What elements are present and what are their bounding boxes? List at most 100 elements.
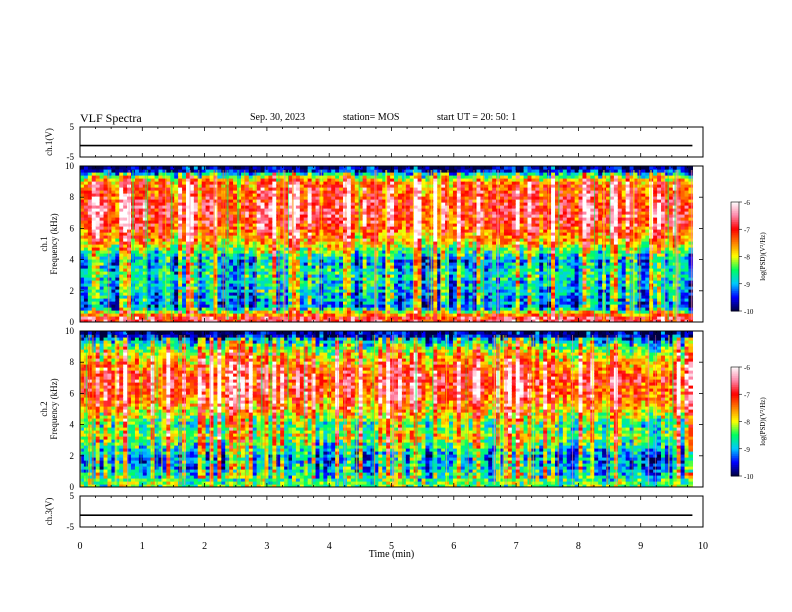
spectrogram-cell <box>213 187 218 191</box>
spectrogram-cell <box>217 253 222 257</box>
spectrogram-cell <box>437 280 442 284</box>
spectrogram-cell <box>103 178 109 182</box>
spectrogram-cell <box>193 271 199 275</box>
spectrogram-cell <box>295 238 301 242</box>
spectrogram-cell <box>150 274 156 278</box>
spectrogram-cell <box>445 283 450 287</box>
spectrogram-cell <box>103 247 109 251</box>
spectrogram-cell <box>193 286 199 290</box>
spectrogram-cell <box>268 283 273 287</box>
spectrogram-cell <box>268 319 273 322</box>
spectrogram-cell <box>272 226 277 230</box>
spectrogram-cell <box>233 238 238 242</box>
spectrogram-cell <box>240 208 246 212</box>
spectrogram-cell <box>362 262 368 266</box>
spectrogram-cell <box>260 319 266 322</box>
spectrogram-cell <box>366 301 372 305</box>
spectrogram-cell <box>382 172 387 176</box>
spectrogram-cell <box>307 211 313 215</box>
spectrogram-cell <box>80 298 85 302</box>
spectrogram-cell <box>441 196 446 200</box>
spectrogram-cell <box>401 319 407 322</box>
spectrogram-cell <box>335 172 340 176</box>
spectrogram-cell <box>268 205 273 209</box>
spectrogram-cell <box>327 256 332 260</box>
spectrogram-cell <box>291 286 297 290</box>
spectrogram-cell <box>413 316 419 320</box>
spectrogram-cell <box>323 178 328 182</box>
spectrogram-cell <box>217 187 222 191</box>
spectrogram-cell <box>284 169 289 173</box>
spectrogram-cell <box>386 250 391 254</box>
spectrogram-cell <box>307 232 313 236</box>
spectrogram-cell <box>362 268 368 272</box>
spectrogram-cell <box>205 232 211 236</box>
spectrogram-cell <box>154 277 160 281</box>
spectrogram-cell <box>358 223 364 227</box>
spectrogram-cell <box>99 214 105 218</box>
spectrogram-cell <box>335 214 340 218</box>
spectrogram-cell <box>162 235 167 239</box>
spectrogram-cell <box>413 295 419 299</box>
spectrogram-cell <box>95 199 101 203</box>
spectrogram-cell <box>343 244 348 248</box>
spectrogram-cell <box>335 202 340 206</box>
spectrogram-cell <box>107 292 113 296</box>
spectrogram-cell <box>346 259 352 263</box>
spectrogram-cell <box>452 235 458 239</box>
spectrogram-cell <box>119 304 124 308</box>
spectrogram-cell <box>366 319 372 322</box>
spectrogram-cell <box>174 265 179 269</box>
spectrogram-cell <box>433 247 438 251</box>
spectrogram-cell <box>185 217 191 221</box>
spectrogram-cell <box>233 307 238 311</box>
spectrogram-cell <box>248 181 254 185</box>
spectrogram-cell <box>386 220 391 224</box>
spectrogram-cell <box>335 226 340 230</box>
spectrogram-cell <box>413 274 419 278</box>
spectrogram-cell <box>299 286 305 290</box>
spectrogram-cell <box>197 268 203 272</box>
spectrogram-cell <box>99 196 105 200</box>
spectrogram-cell <box>335 193 340 197</box>
spectrogram-cell <box>182 214 187 218</box>
spectrogram-cell <box>417 268 423 272</box>
spectrogram-cell <box>291 244 297 248</box>
spectrogram-cell <box>237 166 242 170</box>
spectrogram-cell <box>193 316 199 320</box>
spectrogram-cell <box>233 205 238 209</box>
spectrogram-cell <box>433 286 438 290</box>
spectrogram-cell <box>80 223 85 227</box>
spectrogram-cell <box>343 286 348 290</box>
spectrogram-cell <box>182 319 187 322</box>
spectrogram-cell <box>315 196 321 200</box>
spectrogram-cell <box>409 250 415 254</box>
spectrogram-cell <box>95 202 101 206</box>
spectrogram-cell <box>362 289 368 293</box>
spectrogram-cell <box>295 316 301 320</box>
spectrogram-cell <box>178 256 183 260</box>
spectrogram-cell <box>256 241 262 245</box>
spectrogram-cell <box>343 313 348 317</box>
spectrogram-cell <box>111 211 116 215</box>
spectrogram-cell <box>150 169 156 173</box>
spectrogram-cell <box>229 283 234 287</box>
spectrogram-cell <box>386 175 391 179</box>
spectrogram-cell <box>150 235 156 239</box>
spectrogram-cell <box>123 220 128 224</box>
spectrogram-cell <box>350 295 356 299</box>
spectrogram-cell <box>119 172 124 176</box>
spectrogram-cell <box>123 283 128 287</box>
spectrogram-cell <box>138 199 144 203</box>
spectrogram-cell <box>405 304 411 308</box>
spectrogram-cell <box>354 226 360 230</box>
spectrogram-cell <box>350 313 356 317</box>
spectrogram-cell <box>264 220 270 224</box>
spectrogram-cell <box>80 238 85 242</box>
spectrogram-cell <box>154 271 160 275</box>
spectrogram-cell <box>244 253 250 257</box>
spectrogram-cell <box>80 190 85 194</box>
spectrogram-cell <box>248 241 254 245</box>
spectrogram-cell <box>331 292 336 296</box>
spectrogram-cell <box>87 166 93 170</box>
